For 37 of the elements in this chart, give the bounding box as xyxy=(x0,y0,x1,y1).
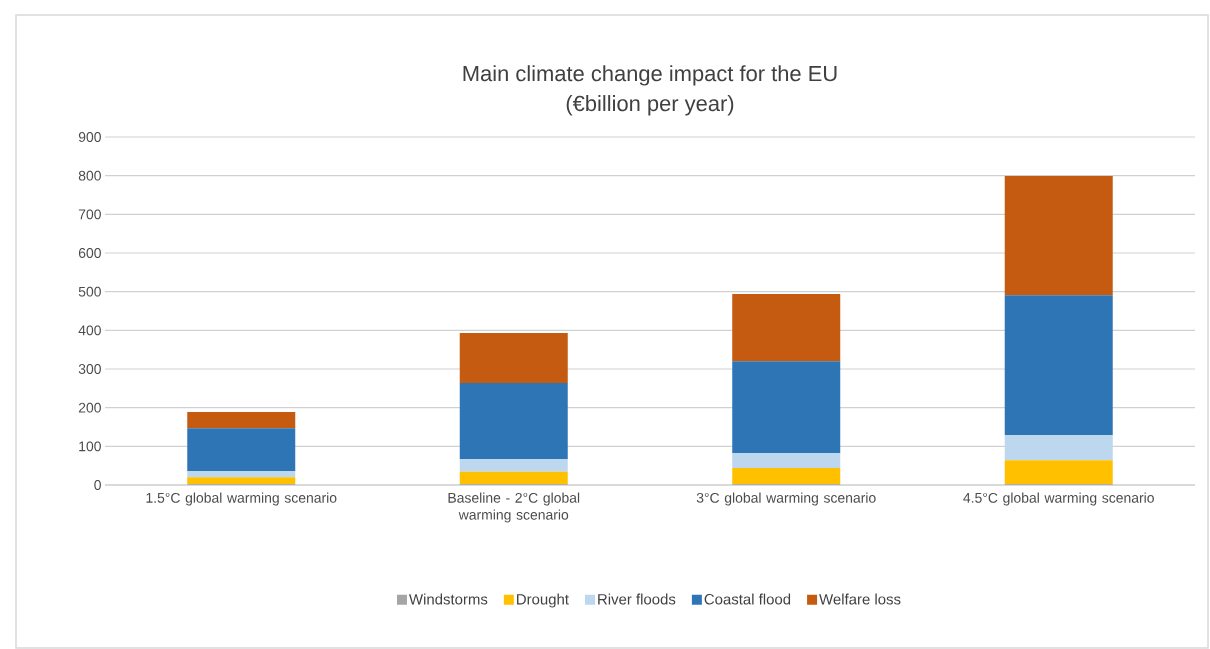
y-tick-label: 300 xyxy=(78,364,101,374)
y-tick-label: 500 xyxy=(78,286,101,297)
bar xyxy=(1004,460,1113,485)
x-tick-label: 1.5°C global warming scenario xyxy=(146,492,337,506)
x-tick-label: 4.5°C global warming scenario xyxy=(963,492,1154,506)
x-tick-label: 3°C global warming scenario xyxy=(696,492,876,506)
bar xyxy=(732,361,841,454)
bar xyxy=(459,471,568,485)
legend-label: Coastal flood xyxy=(704,593,791,605)
bar xyxy=(1004,295,1113,436)
y-tick-label: 600 xyxy=(78,248,101,258)
chart-title: Main climate change impact for the EU xyxy=(463,65,837,86)
y-tick-label: 200 xyxy=(78,402,101,413)
y-tick-label: 0 xyxy=(94,480,101,490)
y-tick-label: 100 xyxy=(79,441,101,452)
bar xyxy=(459,333,568,383)
bar xyxy=(187,471,296,478)
bar xyxy=(187,477,296,485)
bar xyxy=(1004,176,1113,296)
chart-subtitle: (€billion per year) xyxy=(566,95,734,116)
y-tick-label: 700 xyxy=(78,209,101,220)
y-tick-label: 800 xyxy=(78,170,101,181)
legend-label: River floods xyxy=(598,593,676,605)
bar xyxy=(732,293,841,362)
y-tick-label: 900 xyxy=(78,132,101,142)
legend-label: Welfare loss xyxy=(819,593,901,605)
bar xyxy=(187,428,296,472)
y-tick-label: 400 xyxy=(78,325,101,336)
x-tick-label: Baseline - 2°C global warming scenario xyxy=(448,492,580,523)
bar xyxy=(1004,435,1113,461)
legend-label: Windstorms xyxy=(409,593,488,605)
bar xyxy=(459,382,568,460)
bar xyxy=(732,453,841,468)
bar xyxy=(187,411,296,429)
legend-label: Drought xyxy=(517,593,569,608)
bar xyxy=(732,467,841,485)
bar xyxy=(459,459,568,472)
